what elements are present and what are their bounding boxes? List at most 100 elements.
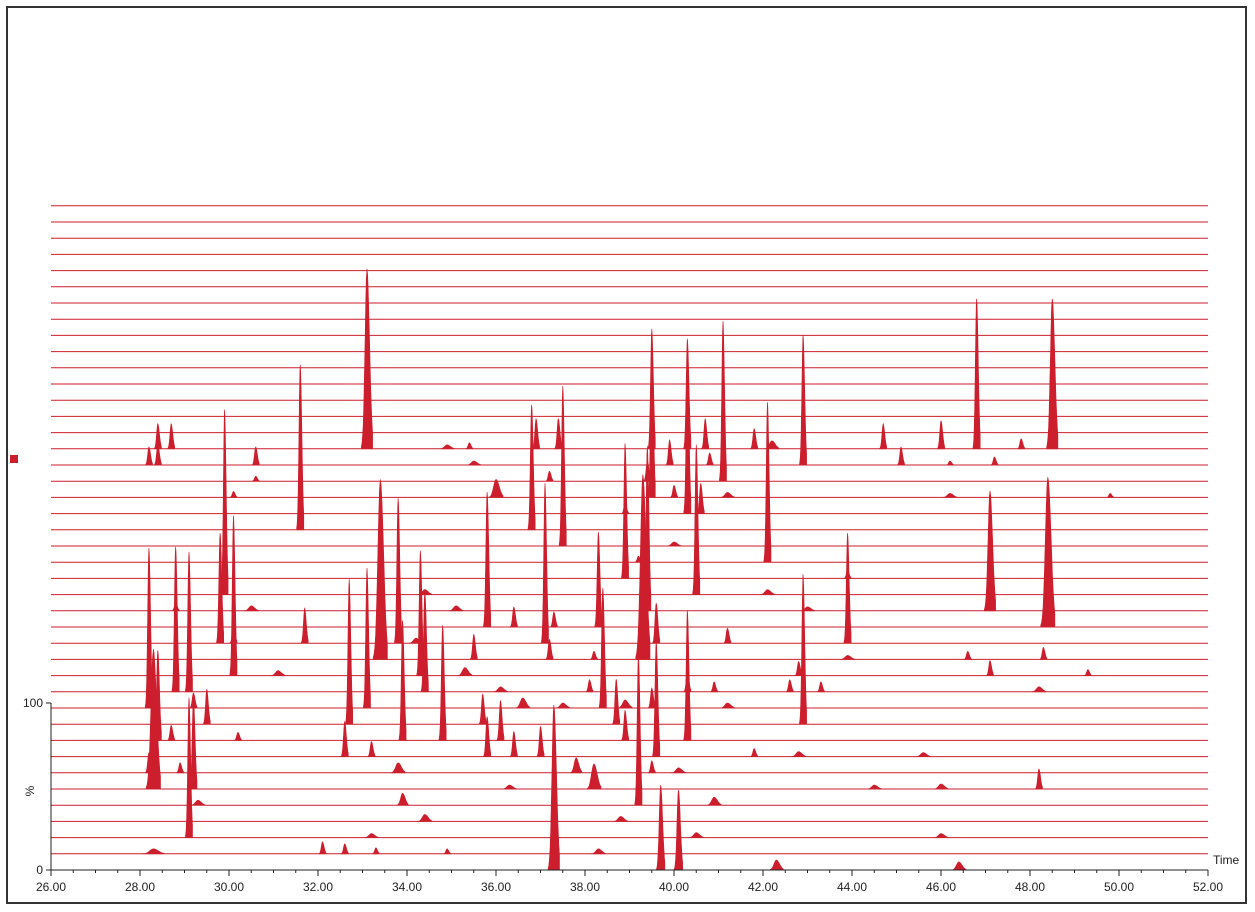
chromatogram-peak <box>220 409 229 595</box>
chromatogram-peak <box>643 445 652 612</box>
chromatogram-peak <box>145 547 153 709</box>
chromatogram-peak <box>723 627 732 644</box>
chromatogram-peak <box>216 533 224 644</box>
chromatogram-peak <box>243 605 259 612</box>
chromatogram-peak <box>764 440 780 450</box>
chromatogram-peak <box>791 751 807 757</box>
x-axis-label: Time <box>1213 853 1240 867</box>
chromatogram-peak <box>701 417 710 450</box>
x-tick-label: 36.00 <box>481 880 511 894</box>
chromatogram-peak <box>621 709 629 741</box>
chromatogram-peak <box>145 446 153 466</box>
chromatogram-peak <box>719 492 735 498</box>
chromatogram-peak <box>189 698 198 790</box>
chromatogram-peak <box>634 655 643 806</box>
chromatogram-peak <box>785 679 794 693</box>
chromatogram-peak <box>465 442 474 450</box>
chromatogram-peak <box>750 428 759 450</box>
chromatogram-peak <box>190 799 206 806</box>
chromatogram-peak <box>946 460 954 466</box>
chromatogram-peak <box>683 338 692 450</box>
chromatogram-peak <box>142 848 165 855</box>
x-tick-label: 50.00 <box>1104 880 1134 894</box>
x-tick-label: 30.00 <box>214 880 244 894</box>
chromatogram-peak <box>229 515 238 676</box>
chromatogram-peak <box>189 692 198 709</box>
chromatogram-peak <box>457 667 473 676</box>
chromatogram-peak <box>202 689 211 725</box>
chromatogram-peak <box>396 792 409 806</box>
chromatogram-peak <box>443 848 451 855</box>
chromatogram-peak <box>185 551 193 693</box>
chromatogram-peak <box>394 498 403 644</box>
chromatogram-peak <box>469 633 478 660</box>
chromatogram-peak <box>705 452 714 466</box>
chromatogram-peak <box>527 404 536 531</box>
chromatogram-peak <box>176 762 184 774</box>
chromatogram-peak <box>360 268 373 450</box>
chromatogram-peak <box>688 832 704 838</box>
chromatogram-peak <box>972 298 981 450</box>
chromatogram-peak <box>706 796 722 806</box>
x-tick-label: 28.00 <box>125 880 155 894</box>
chromatogram-peak <box>1017 438 1025 450</box>
scroll-position-marker[interactable] <box>10 455 18 463</box>
chromatogram-peak <box>867 784 882 790</box>
chromatogram-peak <box>879 422 888 450</box>
chromatogram-peak <box>951 861 967 871</box>
chromatogram-peak <box>541 483 549 644</box>
chromatogram-peak <box>621 503 629 514</box>
chart-frame <box>6 6 1247 904</box>
chromatogram-peak <box>617 699 633 709</box>
chart-axes: 100 0 % Time 26.00 28.00 30.00 32.00 34.00 36… <box>23 696 1240 894</box>
chromatogram-traces <box>51 205 1208 871</box>
chromatogram-peak <box>363 567 371 709</box>
chromatogram-peak <box>408 637 424 644</box>
chromatogram-peak <box>171 602 180 612</box>
chromatogram-peak <box>555 702 571 709</box>
chromatogram-peak <box>1106 493 1114 498</box>
chromatogram-peak <box>300 607 309 644</box>
chromatogram-peak <box>439 444 455 450</box>
chromatogram-peak <box>483 716 492 757</box>
chromatogram-peak <box>937 419 945 450</box>
chromatogram-peak <box>638 562 647 579</box>
chromatogram-peak <box>270 670 286 676</box>
chromatogram-peak <box>488 479 504 498</box>
chromatogram-peak <box>647 687 656 709</box>
x-tick-label: 38.00 <box>570 880 600 894</box>
chromatogram-peak <box>1046 298 1059 450</box>
y-tick-label-100: 100 <box>23 696 43 710</box>
chromatogram-peak <box>171 546 180 693</box>
chromatogram-peak <box>185 697 193 838</box>
chromatogram-peak <box>496 700 505 741</box>
y-tick-label-0: 0 <box>36 863 43 877</box>
chromatogram-peak <box>692 444 701 595</box>
x-tick-label: 44.00 <box>837 880 867 894</box>
chromatogram-peak <box>670 484 678 498</box>
x-tick-label: 32.00 <box>303 880 333 894</box>
chromatogram-peak <box>167 724 175 741</box>
x-tick-label: 48.00 <box>1015 880 1045 894</box>
chromatogram-peak <box>719 321 727 482</box>
chromatogram-peak <box>417 589 433 595</box>
chromatogram-peak <box>763 402 772 563</box>
chromatogram-peak <box>612 679 621 725</box>
chromatogram-peak <box>545 470 554 482</box>
x-tick-label: 52.00 <box>1193 880 1223 894</box>
chromatogram-peak <box>234 732 242 741</box>
chromatogram-peak <box>547 704 560 871</box>
chromatogram-peak <box>710 681 718 693</box>
chromatogram-peak <box>483 491 492 628</box>
chromatogram-peak <box>768 859 784 871</box>
chromatogram-peak <box>1039 646 1048 660</box>
chromatogram-peak <box>318 841 327 855</box>
chromatogram-peak <box>251 475 260 482</box>
chromatogram-peak <box>229 491 238 498</box>
chromatogram-peak <box>933 783 949 790</box>
chromatogram-peak <box>719 702 735 709</box>
chromatogram-peak <box>558 385 567 547</box>
chromatogram-peak <box>167 422 175 450</box>
chromatogram-peak <box>990 456 999 466</box>
chromatogram-peak <box>585 679 594 693</box>
